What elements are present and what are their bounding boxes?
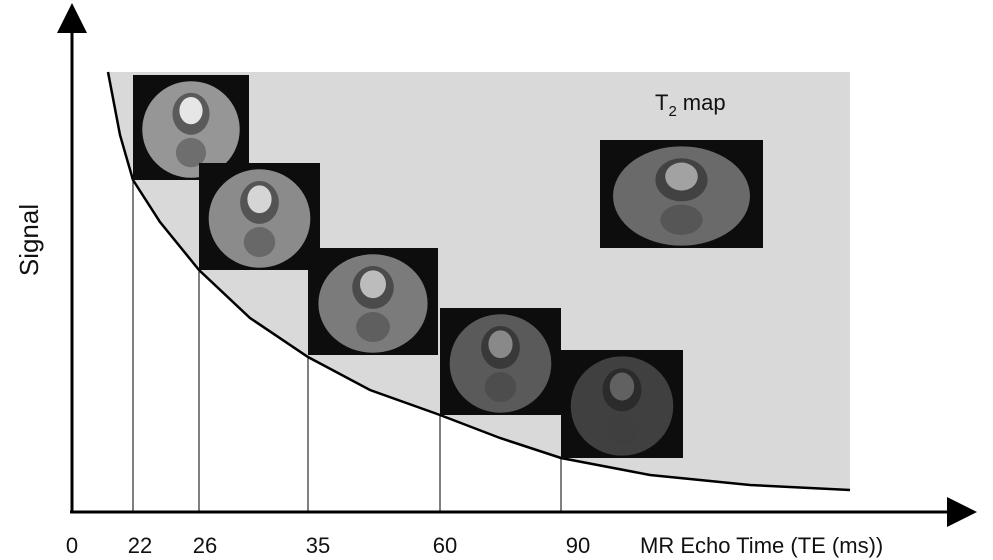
x-tick-label: 26 (193, 533, 217, 558)
t2-text: map (683, 90, 726, 115)
x-tick-label: 35 (306, 533, 330, 558)
mri-lower (356, 312, 390, 343)
t2-map-label: T2 map (655, 90, 726, 120)
mri-lower (484, 372, 517, 403)
mri-lower (243, 227, 276, 258)
x-tick-label: 90 (566, 533, 590, 558)
t2-symbol: T (655, 90, 668, 115)
mri-lower (606, 414, 638, 445)
mri-lower (660, 204, 703, 235)
y-axis-label: Signal (14, 204, 44, 276)
decay-curve (106, 71, 851, 492)
x-tick-label: 22 (128, 533, 152, 558)
mri-lower (175, 137, 207, 168)
mri-brain-core (665, 162, 698, 191)
mri-brain-core (360, 270, 386, 299)
x-tick-label: 60 (433, 533, 457, 558)
mri-brain-core (179, 96, 203, 125)
x-tick-label: 0 (66, 533, 78, 558)
mri-brain-core (247, 185, 272, 214)
x-ticks: 0 22 26 35 60 90 (66, 533, 590, 558)
mri-brain-core (488, 330, 513, 359)
mri-brain-core (609, 372, 635, 401)
echo-lines (132, 180, 562, 511)
x-axis-label: MR Echo Time (TE (ms)) (640, 533, 883, 558)
mri-images (133, 75, 763, 458)
t2-subscript: 2 (668, 103, 676, 120)
